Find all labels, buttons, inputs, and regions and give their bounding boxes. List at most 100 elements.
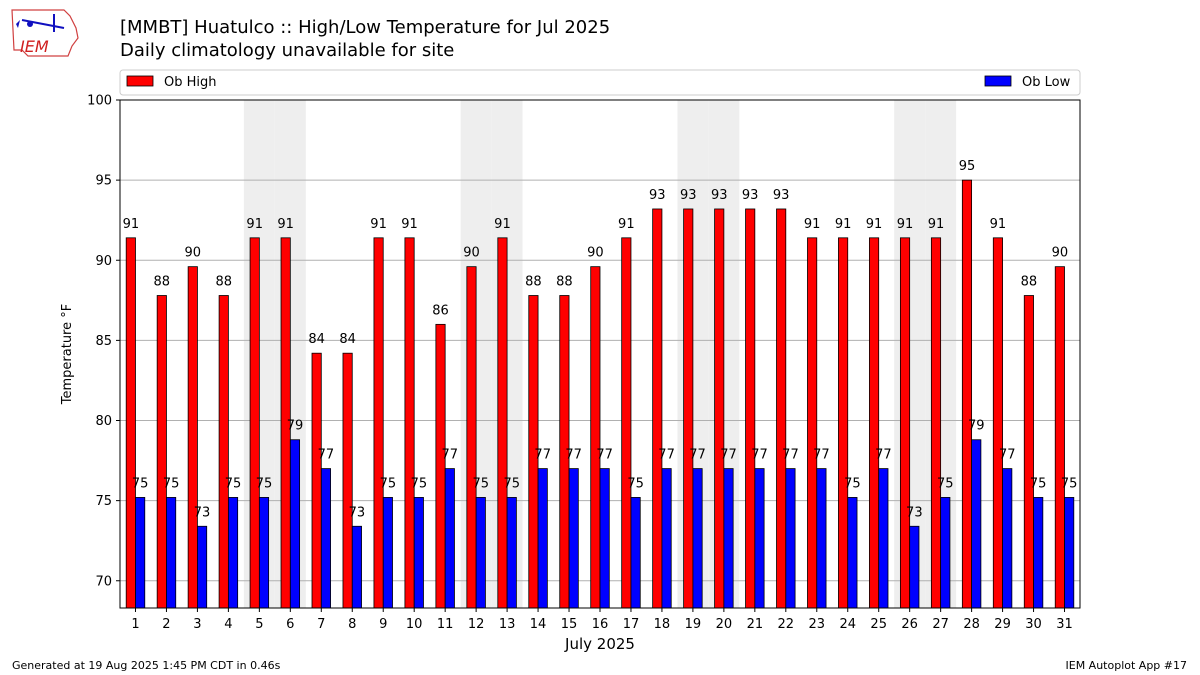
y-axis: 70 75 80 85 90 95 100 xyxy=(87,94,120,589)
bar-high-11 xyxy=(435,323,446,609)
label-high-11: 86 xyxy=(432,303,449,318)
x-tick-label-11: 11 xyxy=(437,617,454,632)
y-tick-label-85: 85 xyxy=(95,334,112,349)
label-low-28: 79 xyxy=(968,419,985,434)
y-tick-label-100: 100 xyxy=(87,94,112,109)
label-high-1: 91 xyxy=(123,217,140,232)
bar-high-26 xyxy=(899,237,911,609)
label-high-4: 88 xyxy=(215,275,232,290)
label-low-9: 75 xyxy=(380,476,397,491)
x-tick-label-29: 29 xyxy=(994,617,1011,632)
label-high-9: 91 xyxy=(370,217,387,232)
bar-labels: 91 75 88 75 90 73 88 75 91 75 91 79 84 77 84 73 91 75 91 75… xyxy=(123,159,1078,520)
label-high-23: 91 xyxy=(804,217,821,232)
label-low-2: 75 xyxy=(163,476,180,491)
label-low-13: 75 xyxy=(503,476,520,491)
label-high-8: 84 xyxy=(339,332,356,347)
x-tick-label-22: 22 xyxy=(778,617,795,632)
bar-low-27 xyxy=(940,497,951,609)
legend: Ob High Ob Low xyxy=(119,69,1081,96)
bar-high-12 xyxy=(466,266,477,609)
app-credit: IEM Autoplot App #17 xyxy=(1065,659,1188,672)
bar-high-18 xyxy=(652,208,663,609)
legend-swatch-low xyxy=(984,75,1012,87)
bar-high-31 xyxy=(1054,266,1065,609)
bar-low-20 xyxy=(723,468,734,609)
label-high-14: 88 xyxy=(525,275,542,290)
bar-high-13 xyxy=(497,237,508,609)
x-tick-label-23: 23 xyxy=(809,617,826,632)
y-tick-label-80: 80 xyxy=(95,414,112,429)
label-low-14: 77 xyxy=(534,448,551,463)
x-axis-label: July 2025 xyxy=(564,635,635,653)
bar-low-16 xyxy=(599,468,610,609)
label-high-12: 90 xyxy=(463,246,480,261)
bar-low-6 xyxy=(289,439,301,609)
x-tick-label-5: 5 xyxy=(255,617,263,632)
x-tick-label-15: 15 xyxy=(561,617,578,632)
legend-swatch-high xyxy=(126,75,154,87)
generated-timestamp: Generated at 19 Aug 2025 1:45 PM CDT in … xyxy=(12,659,281,672)
logo-text: IEM xyxy=(20,37,49,56)
bar-low-28 xyxy=(971,439,982,609)
y-axis-label: Temperature °F xyxy=(60,304,75,405)
label-high-5: 91 xyxy=(246,217,263,232)
y-tick-label-90: 90 xyxy=(95,254,112,269)
label-high-10: 91 xyxy=(401,217,418,232)
bar-high-22 xyxy=(776,208,787,609)
y-tick-label-75: 75 xyxy=(95,494,112,509)
x-tick-label-13: 13 xyxy=(499,617,516,632)
bar-high-21 xyxy=(745,208,756,609)
x-tick-label-25: 25 xyxy=(870,617,887,632)
label-high-17: 91 xyxy=(618,217,635,232)
chart-subtitle: Daily climatology unavailable for site xyxy=(120,40,455,61)
bar-low-10 xyxy=(413,497,424,609)
x-tick-label-3: 3 xyxy=(193,617,201,632)
label-low-8: 73 xyxy=(349,505,366,520)
x-tick-label-21: 21 xyxy=(747,617,764,632)
bar-high-30 xyxy=(1023,295,1034,609)
bar-low-2 xyxy=(166,497,177,609)
bar-low-25 xyxy=(878,468,889,609)
bar-low-14 xyxy=(537,468,548,609)
bar-low-23 xyxy=(816,468,827,609)
label-high-28: 95 xyxy=(959,159,976,174)
bar-low-15 xyxy=(568,468,579,609)
x-tick-label-31: 31 xyxy=(1056,617,1073,632)
label-low-21: 77 xyxy=(751,448,768,463)
label-low-19: 77 xyxy=(689,448,706,463)
label-low-10: 75 xyxy=(411,476,428,491)
label-low-26: 73 xyxy=(906,505,923,520)
label-low-18: 77 xyxy=(658,448,675,463)
bar-high-5 xyxy=(249,237,260,609)
label-high-30: 88 xyxy=(1021,275,1038,290)
x-tick-label-6: 6 xyxy=(286,617,294,632)
bar-low-19 xyxy=(692,468,703,609)
x-tick-label-8: 8 xyxy=(348,617,356,632)
x-tick-label-12: 12 xyxy=(468,617,485,632)
bar-low-18 xyxy=(661,468,672,609)
label-low-6: 79 xyxy=(287,419,304,434)
x-axis: 1 2 3 4 5 6 7 8 9 10 11 12 13 14 15 16 17 18 19 20 21 22 23 24 2… xyxy=(131,608,1073,632)
x-tick-label-17: 17 xyxy=(623,617,640,632)
bar-low-3 xyxy=(197,525,208,609)
bar-high-19 xyxy=(683,208,694,609)
label-high-16: 90 xyxy=(587,246,604,261)
x-tick-label-2: 2 xyxy=(162,617,170,632)
bar-low-21 xyxy=(754,468,765,609)
bar-low-4 xyxy=(227,497,239,609)
bar-high-8 xyxy=(342,352,353,609)
chart-title: [MMBT] Huatulco :: High/Low Temperature … xyxy=(120,17,611,38)
bar-low-7 xyxy=(320,468,331,609)
bar-low-13 xyxy=(506,497,517,609)
bar-low-17 xyxy=(630,497,641,609)
label-high-20: 93 xyxy=(711,188,728,203)
label-high-24: 91 xyxy=(835,217,852,232)
bar-high-23 xyxy=(807,237,818,609)
label-high-18: 93 xyxy=(649,188,666,203)
legend-label-low: Ob Low xyxy=(1022,75,1071,90)
label-low-31: 75 xyxy=(1061,476,1078,491)
bar-high-10 xyxy=(404,237,415,609)
bar-high-1 xyxy=(125,237,136,609)
